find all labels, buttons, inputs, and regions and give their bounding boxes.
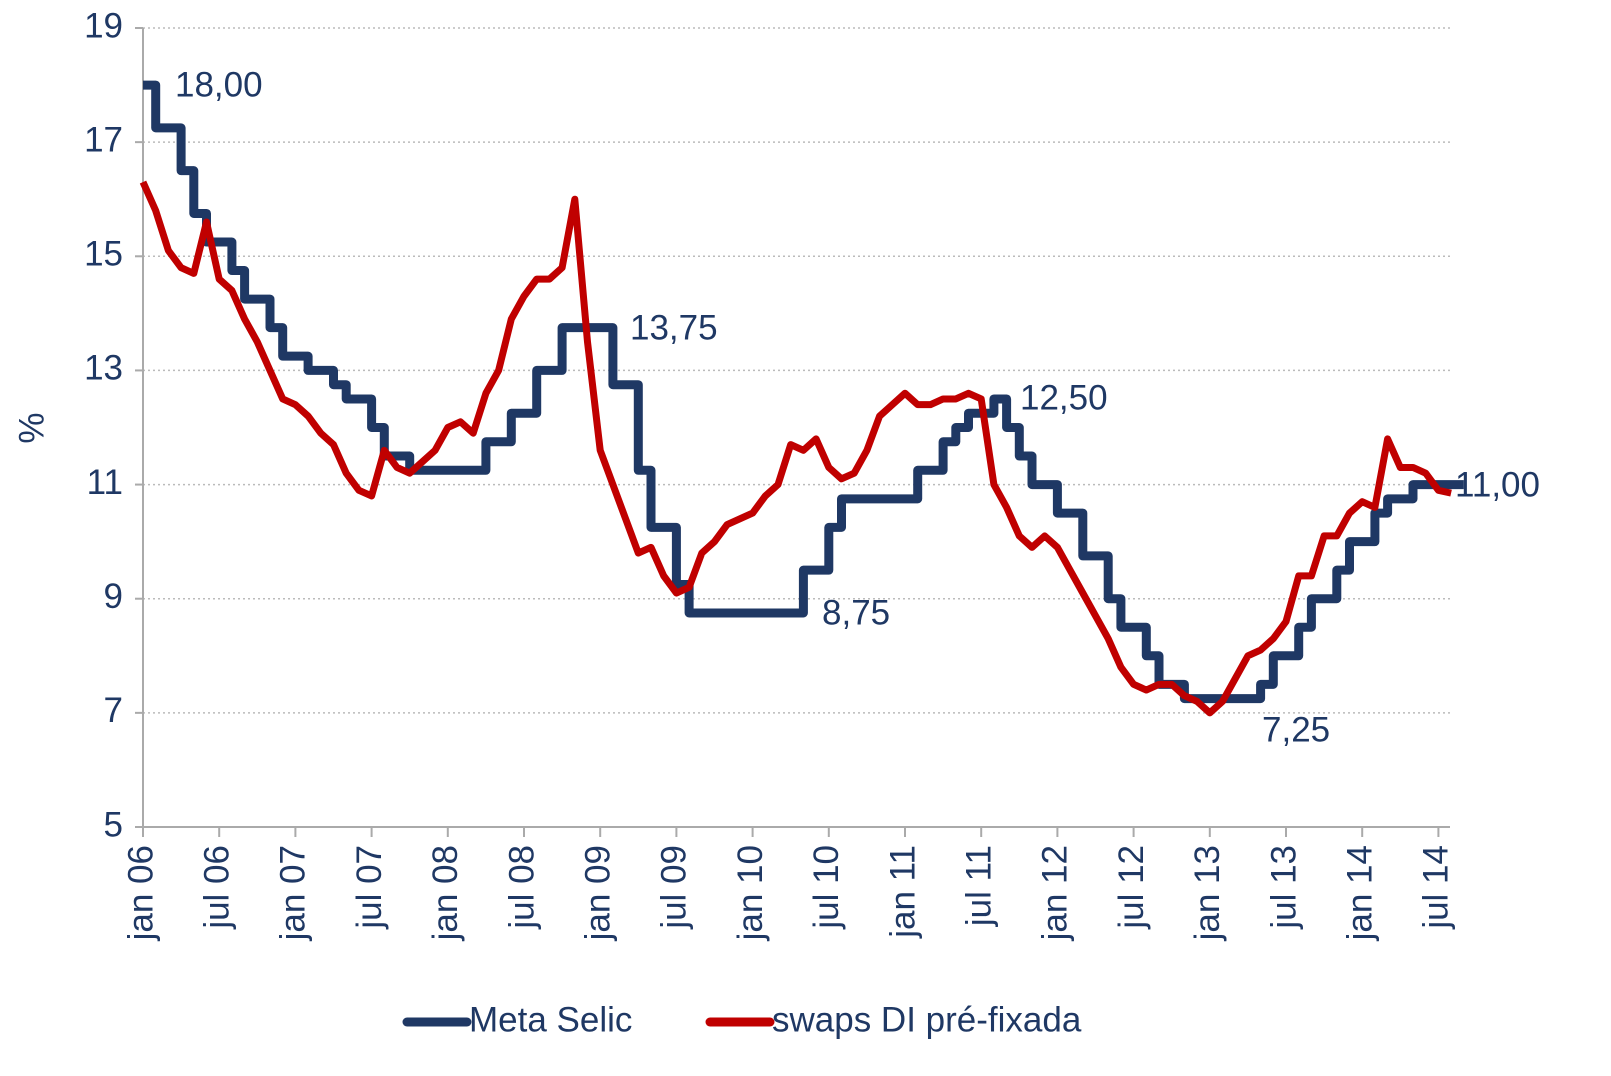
annotation: 11,00 [1455, 465, 1540, 504]
x-tick-label: jan 09 [578, 845, 617, 941]
y-tick-label: 7 [104, 691, 123, 730]
x-tick-label: jul 07 [350, 845, 389, 930]
legend-label: swaps DI pré-fixada [772, 1000, 1082, 1039]
y-tick-label: 15 [84, 235, 123, 274]
y-tick-label: 9 [104, 577, 123, 616]
x-tick-label: jan 14 [1340, 845, 1379, 941]
annotation: 18,00 [175, 65, 263, 104]
x-tick-label: jul 11 [959, 845, 998, 927]
x-tick-label: jan 08 [426, 845, 465, 941]
series-line [143, 80, 1464, 704]
x-tick-label: jul 12 [1112, 845, 1151, 930]
x-tick-label: jul 14 [1417, 845, 1456, 930]
x-tick-label: jul 09 [655, 845, 694, 930]
y-tick-label: 5 [104, 805, 123, 844]
x-tick-label: jul 08 [502, 845, 541, 930]
y-tick-label: 17 [84, 120, 123, 159]
x-tick-label: jul 13 [1264, 845, 1303, 930]
x-tick-label: jan 10 [731, 845, 770, 941]
annotation: 12,50 [1020, 378, 1108, 417]
y-tick-label: 13 [84, 349, 123, 388]
y-tick-label: 19 [84, 6, 123, 45]
x-tick-label: jan 06 [121, 845, 160, 941]
x-tick-label: jul 06 [197, 845, 236, 930]
annotation: 7,25 [1262, 710, 1330, 749]
legend-label: Meta Selic [469, 1000, 632, 1039]
y-axis-label: % [12, 412, 51, 443]
x-tick-label: jan 11 [883, 845, 922, 939]
y-tick-label: 11 [87, 463, 123, 502]
annotation: 8,75 [822, 593, 890, 632]
x-tick-label: jan 07 [274, 845, 313, 941]
x-tick-label: jul 10 [807, 845, 846, 930]
x-tick-label: jan 12 [1036, 845, 1075, 941]
annotation: 13,75 [630, 308, 718, 347]
series-line [139, 180, 1452, 717]
x-tick-label: jan 13 [1188, 845, 1227, 941]
